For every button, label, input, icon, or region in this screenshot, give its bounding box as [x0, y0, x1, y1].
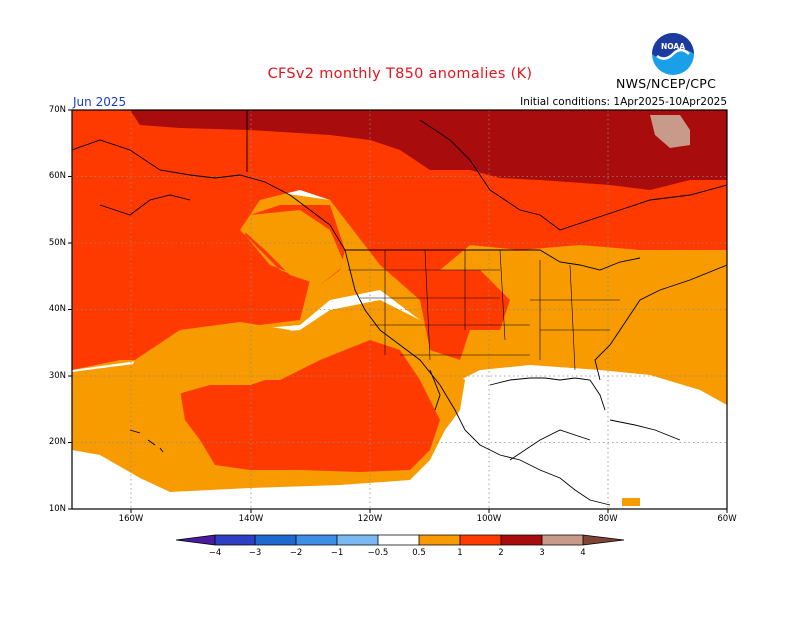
state-borders	[348, 249, 620, 371]
colorbar-label: −0.5	[367, 548, 389, 558]
anomaly-2-3-region	[130, 110, 727, 190]
colorbar-label: −4	[208, 548, 222, 558]
colorbar-segment-3-4	[542, 535, 583, 545]
anomaly-3-4-patch	[650, 115, 690, 148]
colorbar-segment-gt-4	[583, 535, 624, 545]
lon-label: 140W	[238, 514, 264, 524]
anomaly-field	[72, 110, 727, 509]
colorbar-label: 2	[498, 548, 504, 558]
initial-conditions: Initial conditions: 1Apr2025-10Apr2025	[520, 96, 727, 108]
colorbar-label: 3	[539, 548, 545, 558]
anomaly-0.5-1-loop	[125, 322, 305, 400]
colorbar-segment-2-3	[501, 535, 542, 545]
colorbar-segment-lt-4	[176, 535, 215, 545]
anomaly-0.5-1-hole	[245, 210, 345, 285]
anomaly-1-2-tropical	[180, 340, 440, 472]
axis-ticks	[68, 109, 728, 513]
noaa-logo-icon: NOAA	[652, 33, 694, 75]
colorbar-label: 4	[580, 548, 586, 558]
colorbar-segment--2--1	[296, 535, 337, 545]
colorbar-label: −1	[330, 548, 344, 558]
colorbar-segment--4--3	[215, 535, 255, 545]
lat-label: 50N	[48, 238, 66, 248]
colorbar-segment-1-2	[460, 535, 501, 545]
lon-label: 160W	[118, 514, 144, 524]
colorbar-segment--1--0.5	[337, 535, 378, 545]
graticule	[72, 110, 727, 509]
lat-label: 70N	[48, 105, 66, 115]
colorbar-segment--0.5-0.5	[378, 535, 419, 545]
coastlines	[72, 110, 727, 506]
lat-label: 40N	[48, 304, 66, 314]
lon-label: 60W	[717, 514, 737, 524]
lat-label: 20N	[48, 437, 66, 447]
lat-label: 10N	[48, 504, 66, 514]
lat-label: 30N	[48, 371, 66, 381]
agency-label: NWS/NCEP/CPC	[616, 76, 717, 91]
forecast-month: Jun 2025	[73, 95, 127, 109]
colorbar-label: −3	[248, 548, 262, 558]
colorbar-label: 1	[457, 548, 463, 558]
colorbar-segment--3--2	[255, 535, 296, 545]
lon-label: 80W	[598, 514, 618, 524]
chart-title: CFSv2 monthly T850 anomalies (K)	[267, 66, 533, 82]
colorbar-label: −2	[289, 548, 303, 558]
lat-label: 60N	[48, 171, 66, 181]
colorbar	[175, 534, 625, 546]
noaa-logo-text: NOAA	[661, 42, 685, 51]
colorbar-segment-0.5-1	[419, 535, 460, 545]
lon-label: 100W	[476, 514, 502, 524]
colorbar-label: 0.5	[412, 548, 426, 558]
lon-label: 120W	[357, 514, 383, 524]
